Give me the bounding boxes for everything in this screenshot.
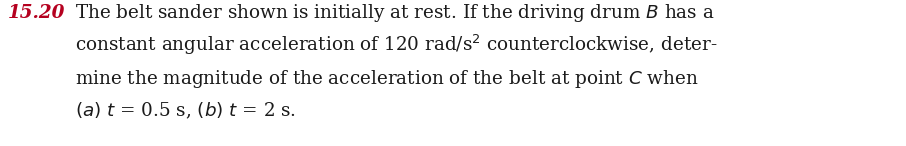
Text: mine the magnitude of the acceleration of the belt at point $C$ when: mine the magnitude of the acceleration o… <box>75 68 699 90</box>
Text: $(a)$ $t$ = 0.5 s, $(b)$ $t$ = 2 s.: $(a)$ $t$ = 0.5 s, $(b)$ $t$ = 2 s. <box>75 100 296 121</box>
Text: The belt sander shown is initially at rest. If the driving drum $B$ has a: The belt sander shown is initially at re… <box>75 2 715 24</box>
Text: constant angular acceleration of 120 rad/s$^{2}$ counterclockwise, deter-: constant angular acceleration of 120 rad… <box>75 33 718 57</box>
Text: 15.20: 15.20 <box>8 4 65 22</box>
